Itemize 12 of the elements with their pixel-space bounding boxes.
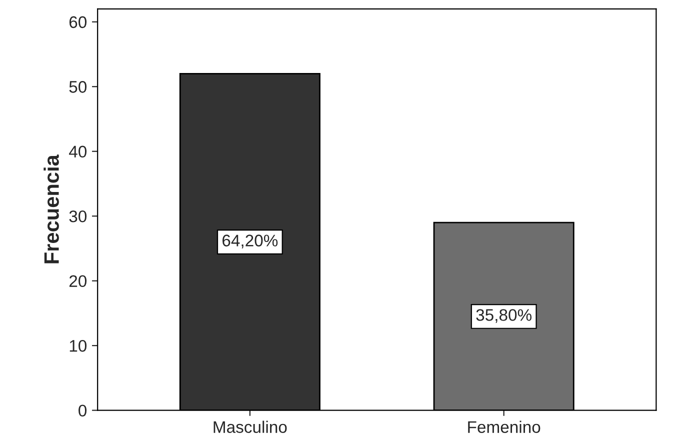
y-tick-label: 40 bbox=[69, 146, 87, 158]
annotation: 64,20% bbox=[222, 234, 278, 248]
y-tick-label: 60 bbox=[69, 16, 87, 28]
x-tick-label: Masculino bbox=[214, 420, 287, 433]
y-tick-label: 20 bbox=[69, 275, 87, 288]
y-tick-label: 50 bbox=[69, 81, 87, 93]
y-axis-title: Frecuencia bbox=[44, 154, 59, 264]
annotation: 35,80% bbox=[476, 309, 532, 323]
y-tick-label: 0 bbox=[78, 404, 87, 417]
y-tick-label: 30 bbox=[69, 210, 87, 222]
x-tick-label: Femenino bbox=[468, 420, 540, 433]
y-tick-label: 10 bbox=[70, 340, 87, 352]
